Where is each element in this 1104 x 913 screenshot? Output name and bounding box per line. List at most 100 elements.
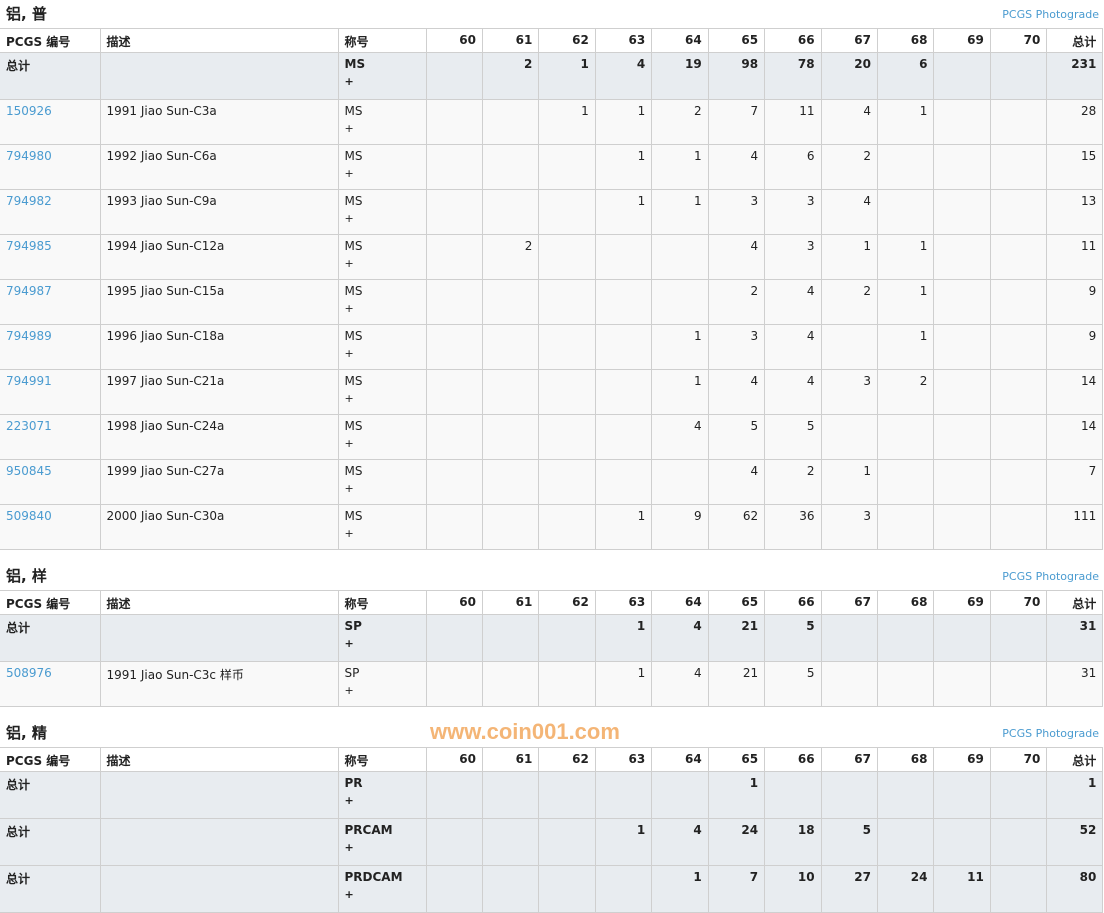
pcgs-number-link[interactable]: 150926	[6, 104, 52, 118]
total-cell: 1	[1046, 771, 1104, 819]
total-cell: 111	[1046, 504, 1104, 550]
count-cell-69: 11	[933, 865, 991, 913]
designation: MS	[344, 239, 363, 253]
total-row: 总计 PRCAM +1 4 24 18 5 52	[0, 818, 1104, 866]
count-cell-69	[933, 279, 991, 325]
pcgs-number-link[interactable]: 794980	[6, 149, 52, 163]
count-cell-65: 5	[707, 414, 766, 460]
plus-grade-link[interactable]: +	[344, 212, 354, 225]
watermark: www.coin001.com	[430, 719, 620, 744]
pcgs-cell: 509840	[0, 504, 101, 550]
pcgs-number-link[interactable]: 794989	[6, 329, 52, 343]
count-cell-64	[651, 279, 709, 325]
photograde-link[interactable]: PCGS Photograde	[1002, 727, 1099, 740]
plus-grade-link[interactable]: +	[344, 347, 354, 360]
header-grade-60: 60	[425, 747, 483, 772]
count-cell-70	[989, 144, 1048, 190]
count-cell-60	[425, 99, 483, 145]
count-cell-64: 1	[651, 144, 709, 190]
count-cell-70	[989, 324, 1048, 370]
pcgs-number-link[interactable]: 950845	[6, 464, 52, 478]
description-cell: 1993 Jiao Sun-C9a	[99, 189, 339, 235]
count-cell-66: 4	[764, 369, 822, 415]
pcgs-number-link[interactable]: 794982	[6, 194, 52, 208]
count-cell-61	[481, 324, 540, 370]
count-cell-61: 2	[481, 234, 540, 280]
section-header: 铝, 样 PCGS Photograde	[0, 562, 1104, 590]
count-cell-62	[538, 369, 596, 415]
pcgs-cell: 总计	[0, 52, 101, 100]
description-cell	[99, 865, 339, 913]
plus-grade-link[interactable]: +	[344, 122, 354, 135]
description-cell	[99, 818, 339, 866]
plus-grade-link[interactable]: +	[344, 167, 354, 180]
plus-grade-link[interactable]: +	[344, 392, 354, 405]
description-cell	[99, 771, 339, 819]
photograde-link[interactable]: PCGS Photograde	[1002, 8, 1099, 21]
pcgs-number-link[interactable]: 794985	[6, 239, 52, 253]
count-cell-62	[538, 144, 596, 190]
designation: MS	[344, 374, 363, 388]
designation-cell: MS +	[337, 189, 427, 235]
designation: MS	[344, 284, 363, 298]
count-cell-63: 1	[594, 661, 653, 707]
plus-grade-link[interactable]: +	[344, 482, 354, 495]
plus-grade-link[interactable]: +	[344, 888, 354, 901]
count-cell-65: 62	[707, 504, 766, 550]
plus-grade-link[interactable]: +	[344, 684, 354, 697]
designation: MS	[344, 194, 363, 208]
count-cell-61	[481, 414, 540, 460]
count-cell-62	[538, 414, 596, 460]
pcgs-number-link[interactable]: 508976	[6, 666, 52, 680]
header-grade-62: 62	[538, 590, 596, 615]
count-cell-70	[989, 369, 1048, 415]
count-cell-66: 78	[764, 52, 822, 100]
count-cell-65: 2	[707, 279, 766, 325]
count-cell-64: 4	[651, 414, 709, 460]
total-cell: 28	[1046, 99, 1104, 145]
plus-grade-link[interactable]: +	[344, 257, 354, 270]
count-cell-65: 4	[707, 234, 766, 280]
pcgs-number-link[interactable]: 223071	[6, 419, 52, 433]
plus-grade-link[interactable]: +	[344, 637, 354, 650]
pcgs-number-link[interactable]: 509840	[6, 509, 52, 523]
table-row: 794980 1992 Jiao Sun-C6a MS +1 1 4 6 2 15	[0, 144, 1104, 190]
designation: PRCAM	[344, 823, 393, 837]
count-cell-61	[481, 614, 540, 662]
header-total: 总计	[1046, 590, 1104, 615]
total-label: 总计	[6, 872, 31, 886]
count-cell-67: 2	[820, 144, 879, 190]
count-cell-62	[538, 771, 596, 819]
designation: PR	[344, 776, 363, 790]
count-cell-64: 1	[651, 865, 709, 913]
designation-cell: SP +	[337, 661, 427, 707]
pcgs-cell: 794985	[0, 234, 101, 280]
header-designation: 称号	[337, 747, 427, 772]
count-cell-64: 2	[651, 99, 709, 145]
count-cell-60	[425, 234, 483, 280]
count-cell-63	[594, 369, 653, 415]
total-cell: 9	[1046, 324, 1104, 370]
count-cell-63	[594, 234, 653, 280]
header-grade-64: 64	[651, 590, 709, 615]
total-row: 总计 PRDCAM +1 7 10 27 24 11 80	[0, 865, 1104, 913]
pcgs-number-link[interactable]: 794991	[6, 374, 52, 388]
table-row: 794989 1996 Jiao Sun-C18a MS +1 3 4 1 9	[0, 324, 1104, 370]
count-cell-64: 9	[651, 504, 709, 550]
description-cell	[99, 614, 339, 662]
pcgs-number-link[interactable]: 794987	[6, 284, 52, 298]
plus-grade-link[interactable]: +	[344, 437, 354, 450]
total-cell: 231	[1046, 52, 1104, 100]
plus-grade-link[interactable]: +	[344, 794, 354, 807]
plus-grade-link[interactable]: +	[344, 527, 354, 540]
description-cell: 1996 Jiao Sun-C18a	[99, 324, 339, 370]
photograde-link[interactable]: PCGS Photograde	[1002, 570, 1099, 583]
count-cell-70	[989, 52, 1048, 100]
plus-grade-link[interactable]: +	[344, 841, 354, 854]
plus-grade-link[interactable]: +	[344, 302, 354, 315]
header-grade-68: 68	[876, 747, 935, 772]
count-cell-66: 3	[764, 234, 822, 280]
description-cell: 1992 Jiao Sun-C6a	[99, 144, 339, 190]
plus-grade-link[interactable]: +	[344, 75, 354, 88]
table-row: 950845 1999 Jiao Sun-C27a MS +4 2 1 7	[0, 459, 1104, 505]
